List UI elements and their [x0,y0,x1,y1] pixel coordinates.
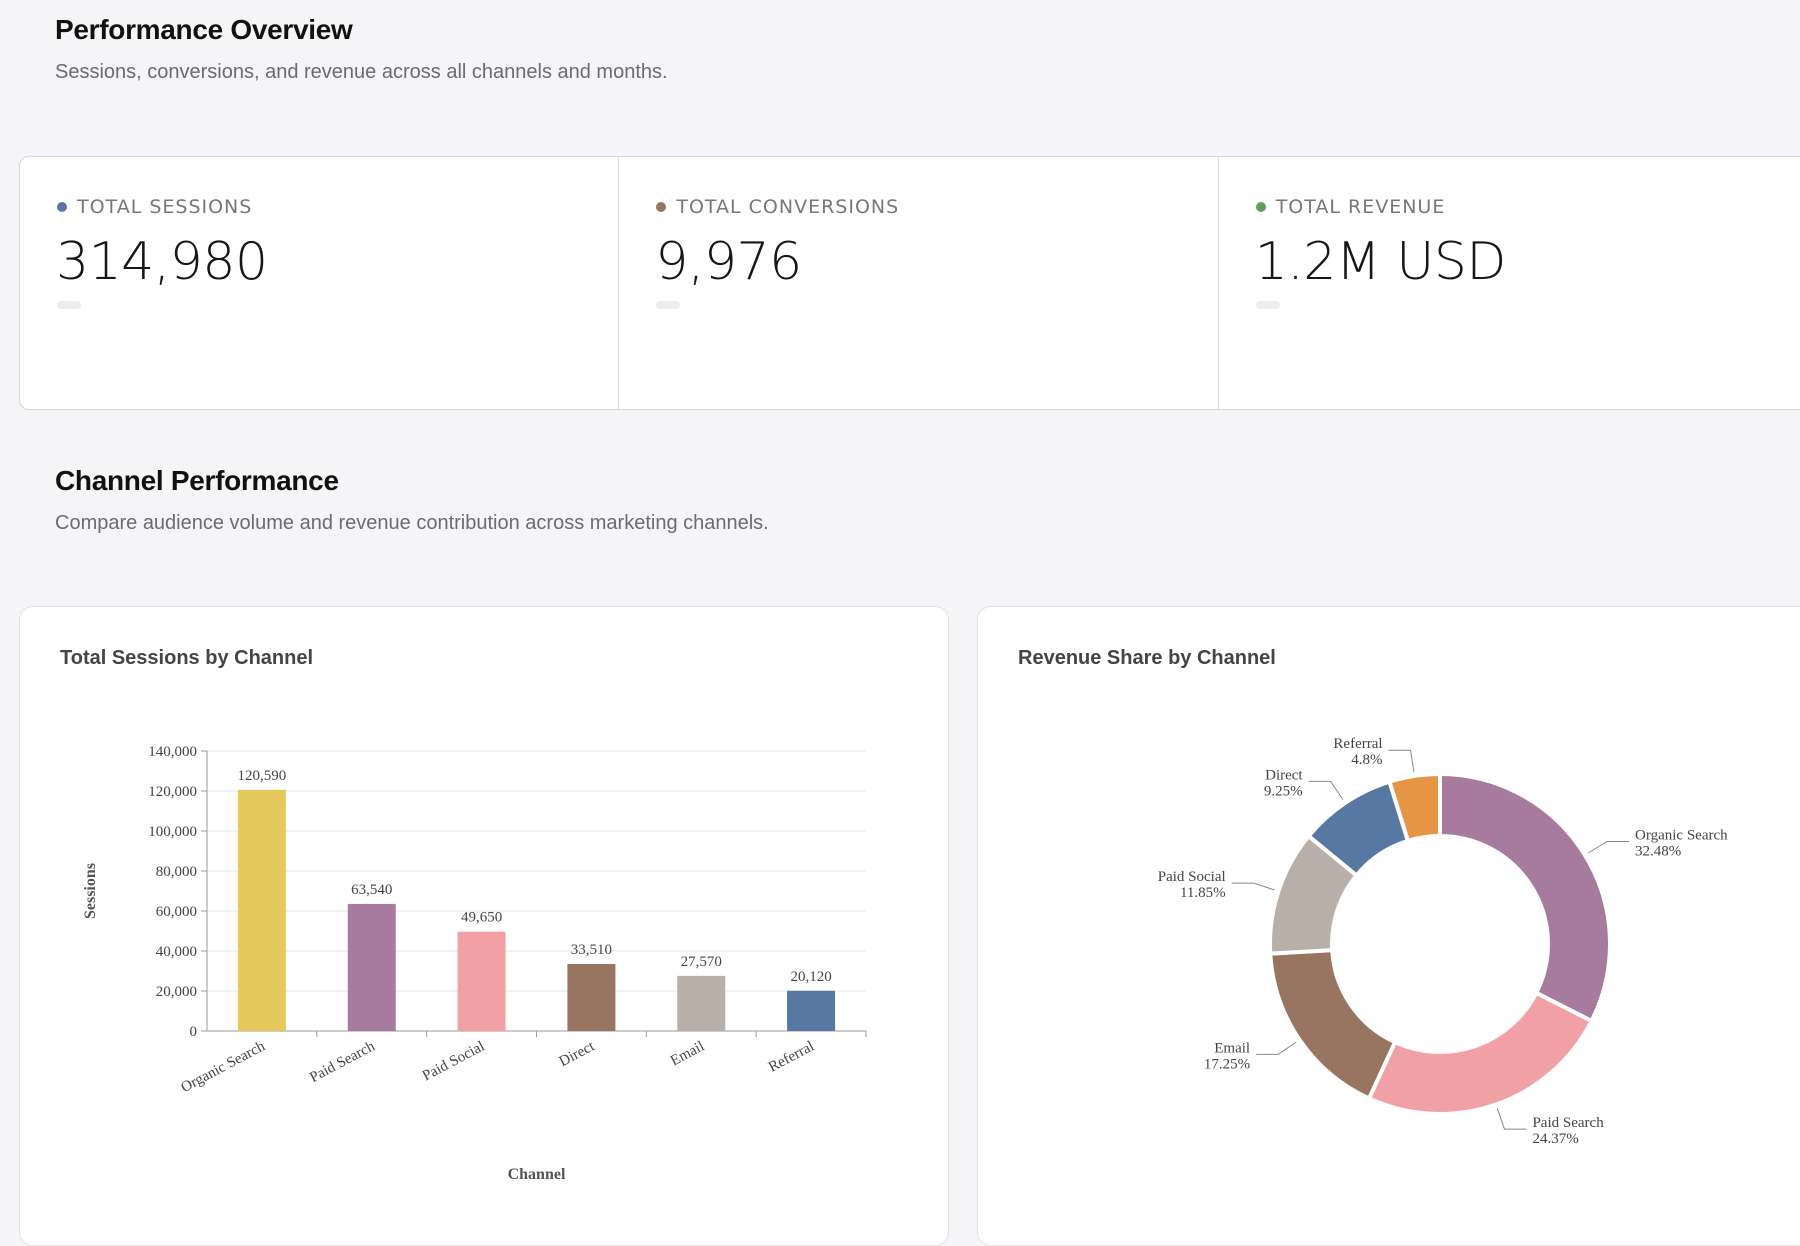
bar-value-label: 49,650 [461,910,502,926]
y-axis-title: Sessions [82,863,99,919]
slice-label-name: Paid Search [1532,1115,1604,1131]
bar-value-label: 27,570 [681,954,722,970]
slice-label-name: Direct [1265,767,1303,783]
bar [347,903,396,1031]
slice-label-pct: 24.37% [1532,1131,1578,1147]
bar-value-label: 33,510 [571,942,612,958]
slice-label-name: Organic Search [1635,827,1728,843]
slice-label: Referral 4.8% [1333,736,1382,768]
kpi-card-revenue: TOTAL REVENUE 1.2M USD [1219,157,1800,409]
kpi-sparkline-placeholder [57,301,81,309]
bar-value-label: 63,540 [351,882,392,898]
bar [237,789,286,1031]
y-tick-label: 80,000 [156,864,197,880]
y-tick-label: 40,000 [156,944,197,960]
slice-label-pct: 11.85% [1180,885,1226,901]
x-axis-title: Channel [508,1166,566,1183]
bar [567,963,616,1031]
donut-slice [1438,772,1612,1023]
y-tick-label: 20,000 [156,984,197,1000]
donut-chart-title: Revenue Share by Channel [1018,647,1276,669]
slice-leader-line [1308,780,1344,800]
kpi-label: TOTAL SESSIONS [57,196,252,218]
slice-label: Organic Search 32.48% [1635,827,1728,859]
bar-chart-title: Total Sessions by Channel [60,647,314,669]
donut-chart: Organic Search 32.48% Paid Search 24.37% Ema… [1158,736,1728,1147]
slice-leader-line [1496,1108,1527,1130]
kpi-dot-icon [57,202,67,212]
slice-label: Paid Social 11.85% [1158,869,1226,901]
page-title: Performance Overview [55,14,353,45]
x-tick-label: Direct [557,1038,598,1070]
slice-label-pct: 4.8% [1351,752,1382,768]
y-tick-label: 100,000 [148,824,197,840]
kpi-dot-icon [656,202,667,212]
kpi-label: TOTAL CONVERSIONS [656,196,899,218]
kpi-sparkline-placeholder [656,301,681,309]
y-tick-label: 140,000 [148,744,197,760]
kpi-value: 1.2M USD [1254,232,1507,292]
section-subtitle: Compare audience volume and revenue cont… [55,512,769,534]
y-tick-label: 60,000 [156,904,197,920]
bar-value-label: 120,590 [238,768,287,784]
slice-label-name: Paid Social [1158,869,1226,885]
slice-leader-line [1588,840,1630,854]
slice-leader-line [1388,749,1415,773]
x-tick-label: Email [668,1038,707,1069]
slice-label-name: Email [1214,1040,1250,1056]
kpi-row: TOTAL SESSIONS 314,980 TOTAL CONVERSIONS… [19,156,1800,410]
bar [787,990,836,1031]
slice-label-pct: 32.48% [1635,843,1681,859]
x-tick-label: Organic Search [179,1038,269,1096]
kpi-label-text: TOTAL SESSIONS [77,196,253,218]
kpi-sparkline-placeholder [1255,301,1280,309]
donut-slice [1268,948,1397,1101]
kpi-label-text: TOTAL CONVERSIONS [676,196,900,218]
bar-value-label: 20,120 [790,969,831,985]
donut-chart-card: Revenue Share by Channel Organic Search 3… [977,606,1800,1246]
kpi-value: 314,980 [56,232,268,292]
bar-chart-card: Total Sessions by Channel 0 20,000 40,000 6… [19,606,949,1246]
x-tick-label: Paid Social [420,1038,487,1084]
slice-label-name: Referral [1333,736,1382,752]
slice-leader-line [1256,1041,1297,1055]
slice-leader-line [1231,882,1275,891]
y-tick-label: 120,000 [148,784,197,800]
bar-chart: 0 20,000 40,000 60,000 80,000 100,000 120,000 1… [82,744,867,1183]
bar [457,931,506,1031]
kpi-value: 9,976 [655,232,802,292]
slice-label-pct: 17.25% [1204,1056,1250,1072]
page-subtitle: Sessions, conversions, and revenue acros… [55,61,668,83]
slice-label: Paid Search 24.37% [1532,1115,1604,1147]
bar [677,975,726,1031]
x-tick-label: Referral [766,1038,817,1075]
section-title: Channel Performance [55,465,339,496]
slice-label-pct: 9.25% [1264,783,1303,799]
y-tick-label: 0 [190,1024,198,1040]
slice-label: Email 17.25% [1204,1040,1250,1072]
donut-slice [1387,772,1442,843]
kpi-label-text: TOTAL REVENUE [1275,196,1446,218]
kpi-card-sessions: TOTAL SESSIONS 314,980 [20,157,620,409]
donut-slice [1367,990,1594,1116]
kpi-dot-icon [1255,202,1266,212]
kpi-label: TOTAL REVENUE [1255,196,1446,218]
slice-label: Direct 9.25% [1264,767,1304,799]
kpi-card-conversions: TOTAL CONVERSIONS 9,976 [619,157,1219,409]
x-tick-label: Paid Search [307,1038,378,1086]
